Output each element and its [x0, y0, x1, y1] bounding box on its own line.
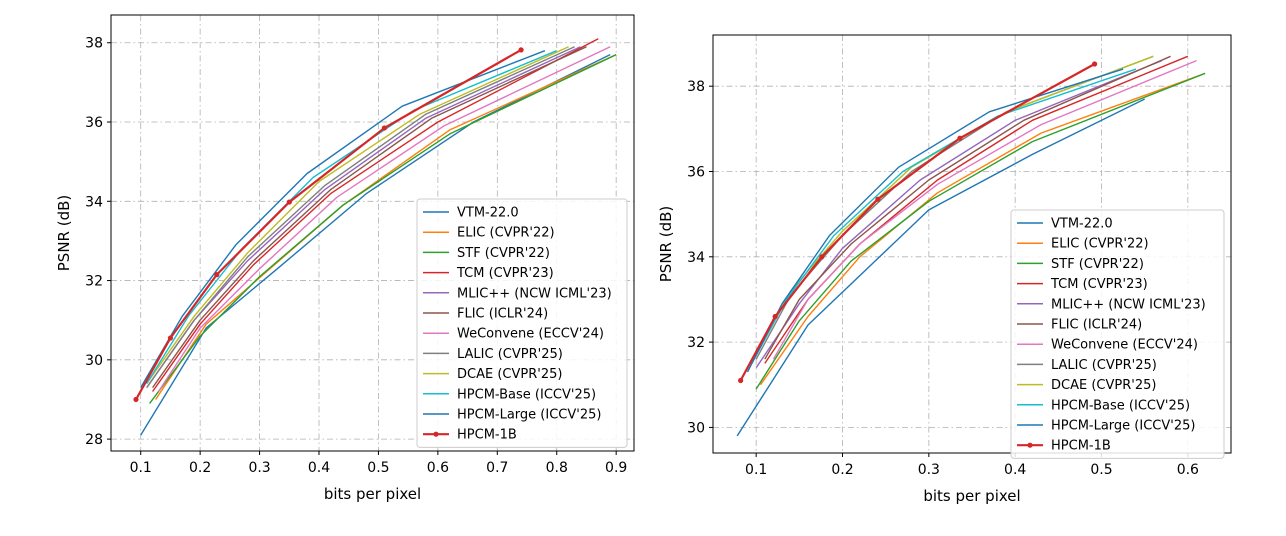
plot-frame	[110, 14, 635, 452]
data-point	[1091, 61, 1098, 67]
x-tick-label: 0.5	[1090, 462, 1112, 478]
series-line-12	[135, 48, 522, 401]
legend-label: STF (CVPR'22)	[1051, 257, 1144, 272]
x-tick-label: 0.5	[367, 460, 389, 476]
y-tick-label: 38	[85, 36, 103, 52]
y-tick-label: 36	[687, 164, 705, 180]
series-line-3	[755, 72, 1206, 390]
x-tick-label: 0.7	[486, 460, 508, 476]
y-axis-label: PSNR (dB)	[657, 206, 675, 283]
series-line-5	[755, 59, 1163, 369]
x-tick-label: 0.2	[189, 460, 211, 476]
legend-label: ELIC (CVPR'22)	[1051, 237, 1149, 252]
legend-label: TCM (CVPR'23)	[1050, 277, 1148, 292]
legend-label: HPCM-Large (ICCV'25)	[1051, 419, 1195, 434]
series-line-8	[146, 46, 575, 389]
x-tick-label: 0.2	[831, 462, 853, 478]
legend-box	[1010, 209, 1225, 459]
data-point	[381, 125, 387, 131]
y-tick-label: 30	[85, 353, 103, 369]
y-tick-label: 34	[687, 250, 705, 266]
series-line-1	[140, 53, 611, 436]
y-tick-label: 34	[85, 194, 103, 210]
legend-label: DCAE (CVPR'25)	[457, 367, 562, 382]
x-axis-label: bits per pixel	[923, 487, 1020, 505]
series-group	[736, 55, 1206, 437]
series-line-12	[739, 63, 1096, 382]
data-point	[133, 396, 139, 403]
legend-label: WeConvene (ECCV'24)	[1051, 338, 1198, 353]
data-point	[286, 199, 292, 205]
series-line-9	[146, 46, 569, 385]
legend-label: HPCM-Large (ICCV'25)	[457, 408, 601, 423]
x-tick-label: 0.1	[745, 462, 767, 478]
data-point	[772, 313, 778, 320]
legend-label: FLIC (ICLR'24)	[457, 307, 548, 322]
data-point	[518, 47, 524, 53]
y-tick-label: 28	[85, 432, 103, 448]
x-tick-label: 0.9	[605, 460, 627, 476]
data-point	[214, 272, 220, 278]
y-tick-label: 32	[85, 274, 103, 290]
series-line-11	[140, 50, 546, 388]
legend-label: VTM-22.0	[457, 206, 519, 221]
legend-label: HPCM-1B	[1051, 439, 1111, 454]
legend-box	[416, 198, 628, 448]
legend-label: LALIC (CVPR'25)	[1051, 358, 1157, 373]
data-point	[819, 254, 825, 260]
data-point	[957, 135, 963, 141]
y-tick-label: 38	[687, 79, 705, 95]
x-tick-label: 0.3	[248, 460, 270, 476]
legend-label: HPCM-1B	[457, 428, 517, 443]
legend-label: HPCM-Base (ICCV'25)	[1051, 398, 1190, 413]
x-tick-label: 0.6	[427, 460, 449, 476]
series-line-3	[149, 53, 617, 404]
y-tick-label: 36	[85, 115, 103, 131]
x-tick-label: 0.8	[546, 460, 568, 476]
x-tick-label: 0.4	[308, 460, 330, 476]
data-point	[875, 196, 881, 202]
y-tick-label: 32	[687, 335, 705, 351]
series-line-6	[152, 46, 587, 389]
legend-marker	[1027, 442, 1033, 448]
legend-label: HPCM-Base (ICCV'25)	[457, 387, 596, 402]
legend: VTM-22.0 ELIC (CVPR'22) STF (CVPR'22) TCM (…	[416, 198, 628, 448]
series-line-4	[764, 55, 1189, 364]
x-tick-label: 0.6	[1177, 462, 1199, 478]
plot-frame	[712, 34, 1232, 454]
legend-label: MLIC++ (NCW ICML'23)	[457, 286, 612, 301]
series-line-6	[764, 55, 1171, 360]
data-point	[167, 335, 174, 341]
x-axis-label: bits per pixel	[324, 485, 421, 503]
legend-marker	[433, 431, 439, 437]
legend-label: ELIC (CVPR'22)	[457, 226, 555, 241]
y-tick-label: 30	[687, 420, 705, 436]
legend-label: WeConvene (ECCV'24)	[457, 327, 604, 342]
legend-label: TCM (CVPR'23)	[456, 266, 554, 281]
chart-panel-1: 0.1 0.2 0.3 0.4 0.5 0.6 0.7 0.8 0.9 28 30 32 34 36 38 b…	[55, 14, 635, 503]
legend-label: FLIC (ICLR'24)	[1051, 318, 1142, 333]
series-line-4	[152, 38, 599, 392]
series-line-7	[157, 46, 611, 392]
legend-label: STF (CVPR'22)	[457, 246, 550, 261]
legend-label: VTM-22.0	[1051, 217, 1113, 232]
x-tick-label: 0.4	[1004, 462, 1026, 478]
legend-label: DCAE (CVPR'25)	[1051, 378, 1156, 393]
legend-label: LALIC (CVPR'25)	[457, 347, 563, 362]
series-group	[133, 38, 617, 436]
chart-panel-2: 0.1 0.2 0.3 0.4 0.5 0.6 30 32 34 36 38 bits per pix…	[657, 34, 1232, 505]
x-tick-label: 0.3	[918, 462, 940, 478]
series-line-1	[736, 98, 1146, 437]
y-axis-label: PSNR (dB)	[55, 195, 73, 272]
series-line-7	[772, 59, 1197, 360]
legend-label: MLIC++ (NCW ICML'23)	[1051, 297, 1206, 312]
data-point	[738, 377, 744, 384]
legend: VTM-22.0 ELIC (CVPR'22) STF (CVPR'22) TCM (…	[1010, 209, 1225, 459]
x-tick-label: 0.1	[130, 460, 152, 476]
